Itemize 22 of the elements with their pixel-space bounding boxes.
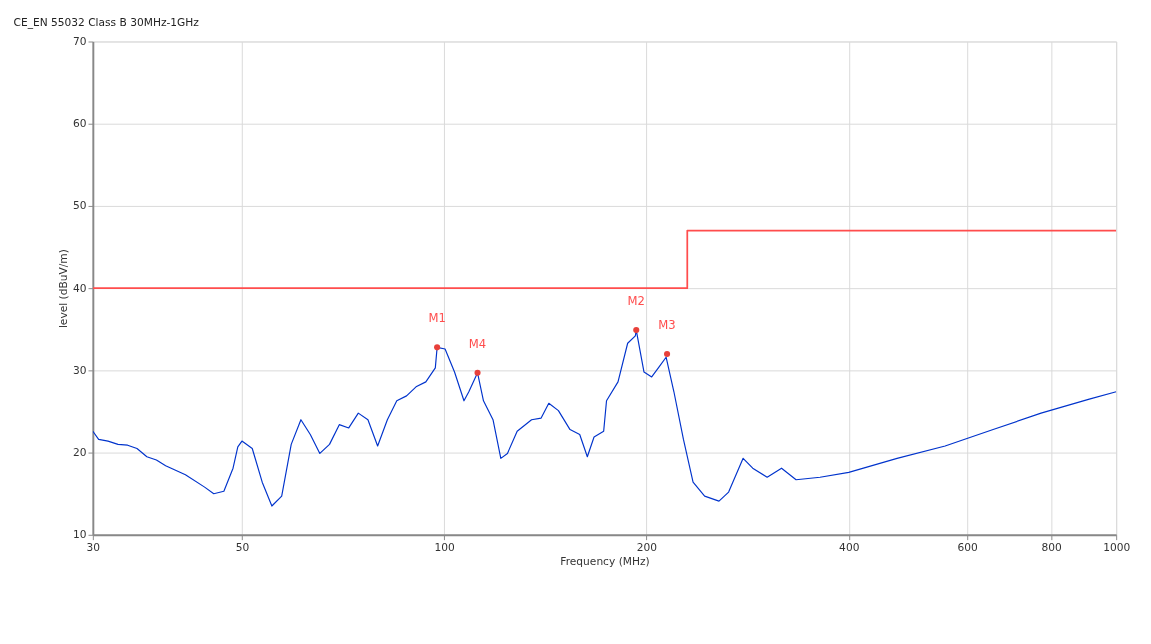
y-tick-label: 60 — [73, 117, 87, 131]
annotation: M4 — [468, 336, 487, 351]
x-tick-label: 600 — [957, 540, 978, 554]
y-tick-label: 30 — [73, 363, 87, 377]
annotation: M2 — [627, 293, 645, 308]
x-tick-label: 200 — [636, 540, 658, 554]
y-tick-label: 40 — [73, 281, 87, 295]
y-tick-label: 10 — [73, 528, 87, 542]
y-tick-label: 50 — [73, 199, 87, 213]
annotation: M3 — [658, 317, 676, 332]
x-tick-label: 1000 — [1103, 540, 1131, 554]
y-axis-title: level (dBuV/m) — [57, 249, 71, 329]
annotation: M1 — [428, 311, 446, 326]
x-tick-label: 50 — [235, 540, 250, 554]
x-tick-label: 400 — [839, 540, 860, 554]
x-axis-title: Frequency (MHz) — [560, 555, 650, 569]
x-tick-label: 100 — [434, 540, 456, 554]
chart-title: CE_EN 55032 Class B 30MHz-1GHz — [13, 16, 200, 30]
x-tick-label: 30 — [86, 540, 101, 554]
x-tick-label: 800 — [1041, 540, 1062, 554]
y-tick-label: 20 — [73, 445, 87, 459]
y-tick-label: 70 — [73, 34, 87, 48]
